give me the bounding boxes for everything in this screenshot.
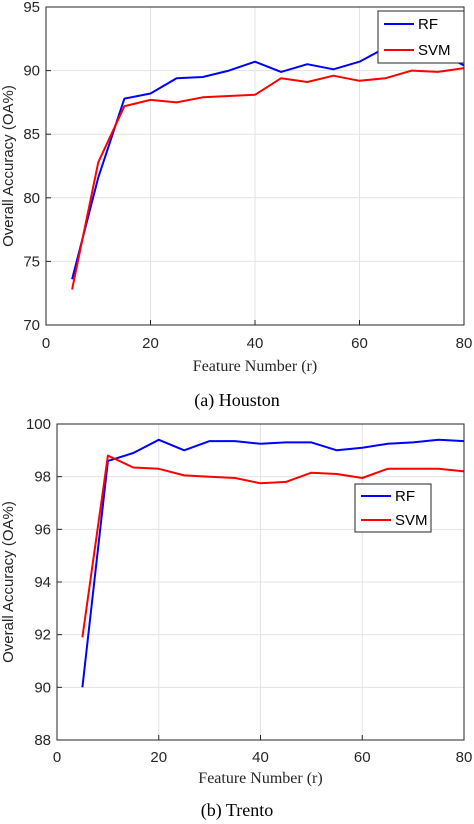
x-tick-label: 0	[53, 749, 61, 766]
x-tick-label: 20	[150, 749, 167, 766]
x-axis-label: Feature Number (r)	[193, 358, 317, 375]
trento-chart: 0 20 40 60 80 88 90 92 94 96 98 100 Overall Accuracy…	[0, 416, 472, 821]
y-tick-label: 90	[34, 679, 51, 696]
subfigure-caption: (b) Trento	[201, 800, 274, 821]
x-tick-label: 60	[351, 335, 368, 352]
y-tick-label: 94	[34, 574, 51, 591]
subfigure-caption: (a) Houston	[194, 390, 279, 411]
x-tick-label: 20	[142, 335, 159, 352]
legend-label-svm: SVM	[395, 512, 428, 529]
x-tick-label: 80	[456, 335, 473, 352]
legend-label-rf: RF	[418, 16, 438, 33]
y-tick-label: 92	[34, 627, 51, 644]
x-axis-label: Feature Number (r)	[198, 770, 322, 787]
series-line-svm	[81, 454, 465, 638]
y-tick-label: 85	[23, 126, 40, 143]
y-axis-label: Overall Accuracy (OA%)	[0, 85, 17, 247]
y-tick-label: 75	[23, 253, 40, 270]
y-tick-label: 80	[23, 190, 40, 207]
legend-label-rf: RF	[395, 488, 415, 505]
legend-box	[354, 483, 432, 533]
y-tick-label: 96	[34, 521, 51, 538]
y-tick-label: 88	[34, 732, 51, 749]
y-tick-label: 95	[23, 0, 40, 16]
houston-chart: 0 20 40 60 80 70 75 80 85 90 95 Overall Accuracy (O…	[0, 0, 472, 411]
y-tick-label: 98	[34, 469, 51, 486]
legend-box	[377, 10, 465, 64]
x-tick-label: 40	[247, 335, 264, 352]
x-tick-label: 60	[354, 749, 371, 766]
y-axis-label: Overall Accuracy (OA%)	[0, 501, 17, 663]
x-tick-label: 40	[252, 749, 269, 766]
series-line-svm	[71, 67, 465, 290]
x-tick-label: 0	[42, 335, 50, 352]
x-tick-label: 80	[456, 749, 473, 766]
y-tick-label: 90	[23, 63, 40, 80]
y-tick-label: 100	[26, 416, 51, 433]
series-line-rf	[81, 438, 465, 688]
y-tick-label: 70	[23, 317, 40, 334]
legend-label-svm: SVM	[418, 42, 451, 59]
